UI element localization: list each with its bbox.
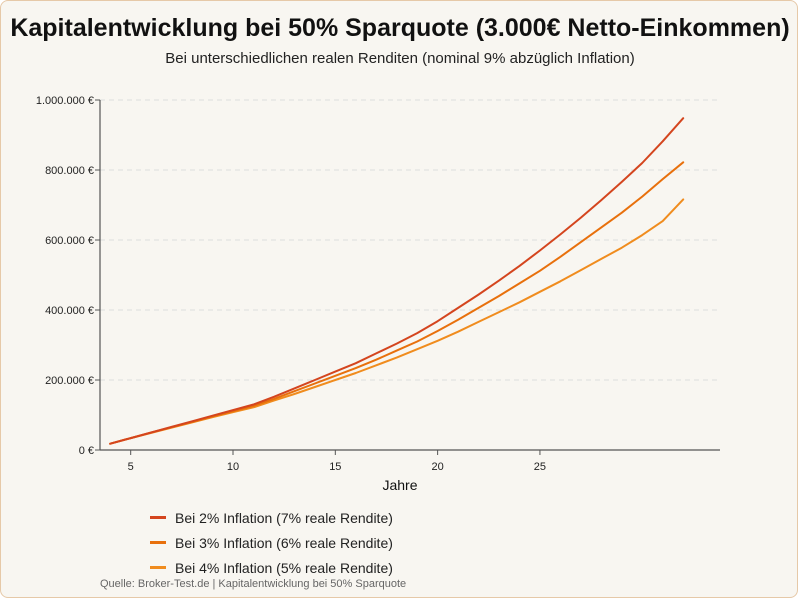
y-tick-label: 800.000 € bbox=[45, 165, 94, 177]
x-tick-label: 25 bbox=[534, 461, 546, 473]
x-tick-label: 5 bbox=[128, 461, 134, 473]
legend-swatch bbox=[150, 541, 166, 544]
series-layer bbox=[109, 117, 685, 445]
y-tick-label: 0 € bbox=[79, 445, 94, 457]
y-tick-label: 1.000.000 € bbox=[36, 95, 94, 107]
x-axis-label: Jahre bbox=[382, 477, 417, 493]
axis-layer: 0 € 200.000 € 400.000 € 600.000 € 800.000 € 1… bbox=[36, 95, 720, 473]
y-tick-label: 200.000 € bbox=[45, 375, 94, 387]
source-note: Quelle: Broker-Test.de | Kapitalentwickl… bbox=[100, 578, 407, 590]
series-line bbox=[109, 117, 685, 445]
x-tick-label: 10 bbox=[227, 461, 239, 473]
legend-label: Bei 2% Inflation (7% reale Rendite) bbox=[175, 509, 393, 526]
legend-label: Bei 3% Inflation (6% reale Rendite) bbox=[175, 534, 393, 551]
legend-swatch bbox=[150, 566, 166, 569]
legend-label: Bei 4% Inflation (5% reale Rendite) bbox=[175, 559, 393, 576]
grid-layer bbox=[100, 99, 720, 381]
series-line bbox=[109, 198, 685, 445]
y-tick-label: 600.000 € bbox=[45, 235, 94, 247]
legend-item: Bei 3% Inflation (6% reale Rendite) bbox=[150, 530, 393, 555]
x-tick-label: 15 bbox=[329, 461, 341, 473]
legend-item: Bei 2% Inflation (7% reale Rendite) bbox=[150, 505, 393, 530]
legend-item: Bei 4% Inflation (5% reale Rendite) bbox=[150, 555, 393, 580]
legend: Bei 2% Inflation (7% reale Rendite) Bei 3… bbox=[150, 505, 393, 580]
x-tick-label: 20 bbox=[431, 461, 443, 473]
y-tick-label: 400.000 € bbox=[45, 305, 94, 317]
chart-title: Kapitalentwicklung bei 50% Sparquote (3.… bbox=[10, 14, 790, 42]
chart-subtitle: Bei unterschiedlichen realen Renditen (n… bbox=[165, 50, 635, 67]
legend-swatch bbox=[150, 516, 166, 519]
